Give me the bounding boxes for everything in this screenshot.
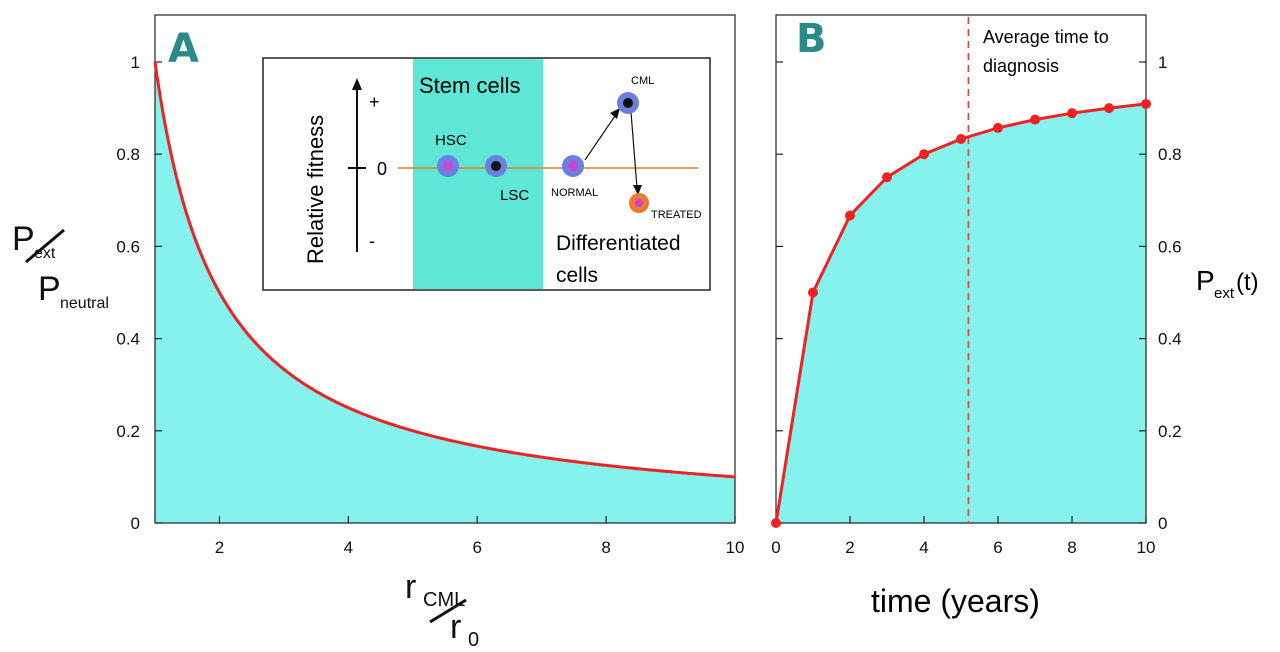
y-tick-label: 0 <box>131 514 140 533</box>
inset-zero: 0 <box>377 159 387 179</box>
x-tick-label: 2 <box>215 538 224 557</box>
y-tick-label: 0.8 <box>116 145 140 164</box>
data-point <box>1104 103 1114 114</box>
arrow-cml-to-treated <box>630 111 638 189</box>
cell-hsc-label: HSC <box>435 132 467 149</box>
cell-cml-nucleus <box>623 98 633 108</box>
x-label-r-bottom: r <box>450 608 461 646</box>
data-point <box>1067 108 1077 119</box>
panel-a-letter: A <box>168 26 199 72</box>
x-tick-label: 2 <box>845 538 854 557</box>
cell-hsc-nucleus <box>443 161 453 171</box>
panel-a: 2 4 6 8 10 00.20.40.60.81 A P ext P neutral … <box>12 14 745 651</box>
differentiated-label-2: cells <box>556 264 598 287</box>
panel-b-y-ticks: 0 0.2 0.4 0.6 0.8 1 <box>776 53 1182 533</box>
y-tick-label: 0.2 <box>1158 422 1182 441</box>
panel-b-letter: B <box>796 16 827 62</box>
data-point <box>882 172 892 183</box>
x-tick-label: 6 <box>993 538 1002 557</box>
data-point <box>1141 98 1151 109</box>
cell-hsc: HSC <box>435 132 467 177</box>
cell-lsc-nucleus <box>491 161 501 171</box>
y-tick-label: 0.6 <box>1158 237 1182 256</box>
panel-a-area-fill <box>155 62 735 523</box>
y-tick-label: 0.6 <box>116 237 140 256</box>
panel-b-points <box>771 98 1151 528</box>
y-label-sub-bottom: neutral <box>60 295 109 312</box>
y-tick-label: 0 <box>1158 514 1167 533</box>
cell-normal-nucleus <box>568 161 578 171</box>
y-tick-label: 0.4 <box>116 330 140 349</box>
panel-a-y-label: P ext P neutral <box>12 220 109 312</box>
x-tick-label: 10 <box>726 538 745 557</box>
y-label-p: P <box>1196 265 1215 296</box>
data-point <box>845 210 855 221</box>
panel-b-x-label: time (years) <box>871 583 1040 619</box>
x-label-sub-bottom: 0 <box>468 629 479 651</box>
annotation-line-1: Average time to <box>983 27 1109 47</box>
y-label-p-bottom: P <box>38 270 61 308</box>
x-tick-label: 6 <box>472 538 481 557</box>
y-tick-label: 1 <box>131 53 140 72</box>
panel-a-y-ticks: 0 0.2 0.4 0.6 0.8 1 <box>116 53 162 533</box>
arrow-normal-to-cml <box>584 112 618 161</box>
cell-treated-nucleus <box>635 199 643 207</box>
data-point <box>808 287 818 298</box>
differentiated-label-1: Differentiated <box>556 232 681 255</box>
stem-cells-region <box>413 59 543 289</box>
x-tick-label: 0 <box>771 538 780 557</box>
inset-axis-arrow <box>352 78 362 90</box>
y-tick-label: 0.2 <box>116 422 140 441</box>
panel-b-frame <box>775 14 1147 524</box>
arrow-head-cml <box>610 108 620 119</box>
y-tick-label: 0.8 <box>1158 145 1182 164</box>
panel-a-x-label: r CML r 0 <box>405 568 479 651</box>
panel-b-area-fill <box>776 103 1146 523</box>
inset-plus: + <box>369 92 380 112</box>
panel-b-x-ticks: 0 2 4 6 8 10 <box>771 516 1155 557</box>
arrow-head-treated <box>633 185 642 195</box>
inset-minus: - <box>369 231 375 251</box>
cell-normal: NORMAL <box>551 155 598 199</box>
stem-cells-label: Stem cells <box>419 73 520 98</box>
y-label-slash <box>25 228 65 264</box>
data-point <box>1030 114 1040 125</box>
y-tick-label: 1 <box>1158 53 1167 72</box>
data-point <box>771 518 781 528</box>
panel-b: 0 2 4 6 8 10 0 0.2 0.4 0.6 0.8 1 B Average time to… <box>771 14 1259 619</box>
cell-lsc-label: LSC <box>500 187 529 204</box>
y-label-p-top: P <box>12 220 35 258</box>
y-label-sub: ext <box>1214 285 1235 302</box>
x-label-slash <box>429 598 467 624</box>
data-point <box>956 133 966 144</box>
inset-diagram: Relative fitness + 0 - Stem cells Differ… <box>262 57 711 291</box>
panel-a-x-ticks: 2 4 6 8 10 <box>215 516 745 557</box>
panel-a-frame <box>154 14 736 524</box>
panel-b-y-label: P ext (t) <box>1196 265 1259 302</box>
cell-treated-label: TREATED <box>651 209 702 221</box>
annotation-line-2: diagnosis <box>983 56 1059 76</box>
x-tick-label: 8 <box>601 538 610 557</box>
x-tick-label: 4 <box>344 538 353 557</box>
data-point <box>993 122 1003 133</box>
y-tick-label: 0.4 <box>1158 330 1182 349</box>
panel-a-curve <box>153 61 736 479</box>
cell-normal-label: NORMAL <box>551 187 598 199</box>
x-tick-label: 4 <box>919 538 928 557</box>
x-tick-label: 10 <box>1137 538 1156 557</box>
y-label-suffix: (t) <box>1236 269 1259 296</box>
x-label-r-top: r <box>405 568 416 606</box>
data-point <box>919 149 929 160</box>
cell-lsc: LSC <box>485 155 529 204</box>
cell-cml-label: CML <box>631 75 654 87</box>
inset-axis-label: Relative fitness <box>303 115 328 264</box>
cell-treated: TREATED <box>629 193 702 221</box>
cell-cml: CML <box>617 75 654 114</box>
x-tick-label: 8 <box>1067 538 1076 557</box>
